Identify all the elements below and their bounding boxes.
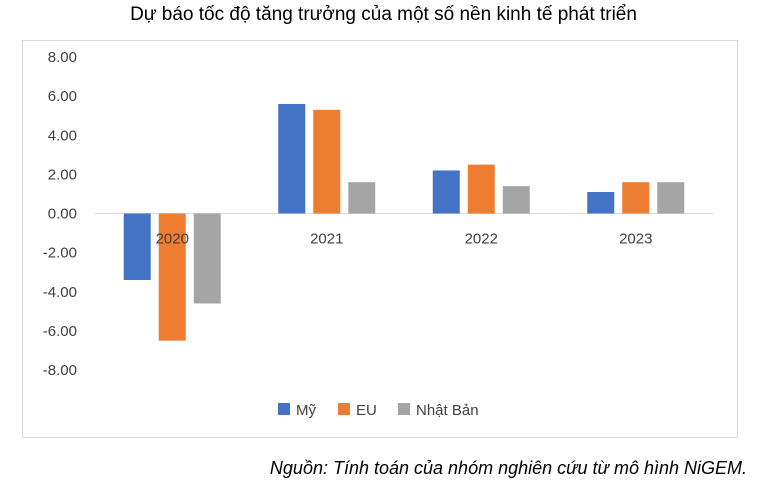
bar	[348, 182, 376, 214]
bar	[657, 182, 685, 214]
x-tick-label: 2021	[310, 231, 343, 248]
bar	[193, 213, 221, 304]
y-tick-label: -6.00	[43, 323, 77, 340]
legend-swatch	[398, 403, 410, 415]
bar	[313, 109, 341, 214]
x-tick-label: 2022	[465, 231, 498, 248]
bar	[622, 182, 650, 214]
legend-item: Mỹ	[278, 402, 316, 419]
legend-label: Mỹ	[296, 402, 316, 419]
legend-item: EU	[338, 402, 377, 419]
chart-title: Dự báo tốc độ tăng trưởng của một số nền…	[130, 4, 637, 25]
legend-label: Nhật Bản	[416, 402, 479, 419]
x-axis-labels: 2020 2021 2022 2023	[156, 231, 653, 248]
legend-label: EU	[356, 402, 377, 419]
y-tick-label: 0.00	[48, 206, 77, 223]
legend-item: Nhật Bản	[398, 402, 479, 419]
source-note: Nguồn: Tính toán của nhóm nghiên cứu từ …	[269, 458, 747, 478]
y-tick-label: -8.00	[43, 362, 77, 379]
bar	[278, 103, 306, 214]
legend: Mỹ EU Nhật Bản	[278, 402, 479, 419]
chart-area	[22, 40, 738, 438]
bar	[502, 186, 530, 214]
y-tick-label: 8.00	[48, 49, 77, 66]
x-tick-label: 2020	[156, 231, 189, 248]
bar	[123, 213, 151, 281]
bars	[123, 103, 685, 341]
bar	[432, 170, 460, 214]
bar	[158, 213, 186, 341]
y-tick-label: 6.00	[48, 88, 77, 105]
legend-swatch	[338, 403, 350, 415]
y-tick-label: -2.00	[43, 245, 77, 262]
legend-swatch	[278, 403, 290, 415]
bar	[467, 164, 495, 214]
x-tick-label: 2023	[619, 231, 652, 248]
bar	[587, 191, 615, 214]
y-axis-ticks: 8.00 6.00 4.00 2.00 0.00 -2.00 -4.00 -6.00 -8.00	[43, 49, 77, 379]
y-tick-label: -4.00	[43, 284, 77, 301]
y-tick-label: 2.00	[48, 166, 77, 183]
y-tick-label: 4.00	[48, 127, 77, 144]
